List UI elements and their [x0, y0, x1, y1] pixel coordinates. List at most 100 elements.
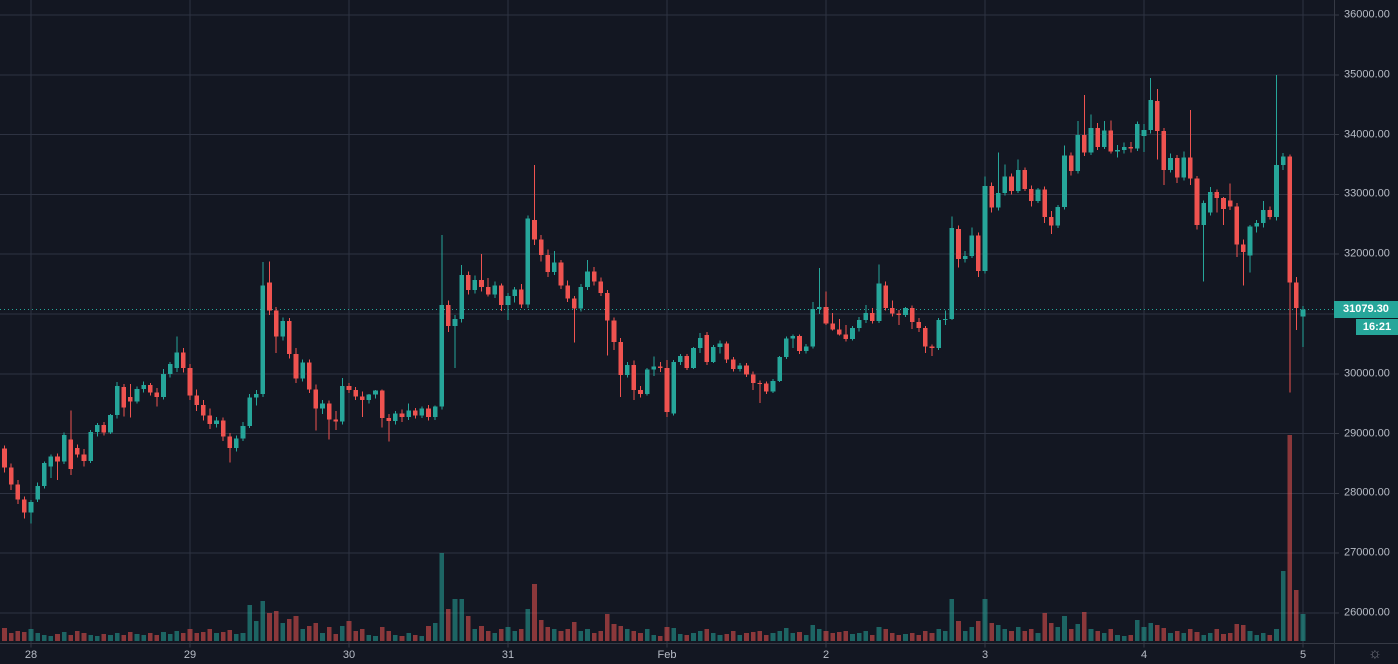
volume-bar: [465, 616, 471, 641]
price-tick-label: 30000.00: [1344, 367, 1390, 380]
candle-body: [28, 501, 34, 513]
last-price-label: 31079.30: [1334, 300, 1398, 318]
volume-bar: [346, 621, 352, 641]
volume-bar: [783, 628, 789, 641]
candle-body: [1214, 192, 1220, 198]
candle-body: [797, 336, 802, 352]
volume-bar: [664, 627, 670, 641]
candle-body: [267, 282, 272, 311]
candle-body: [472, 279, 478, 291]
candle-body: [134, 388, 140, 402]
candle-body: [896, 313, 902, 316]
volume-bar: [366, 635, 372, 641]
volume-bar: [790, 633, 796, 641]
candle-body: [744, 365, 749, 375]
candle-body: [293, 354, 299, 379]
candle-body: [929, 346, 935, 349]
volume-bar: [744, 633, 749, 641]
volume-bar: [1029, 629, 1034, 641]
candle-body: [15, 484, 21, 500]
candle-body: [916, 321, 922, 328]
candle-body: [545, 254, 551, 273]
volume-bar: [300, 629, 305, 641]
volume-bar: [949, 599, 955, 641]
candle-body: [492, 285, 498, 295]
volume-bar: [1300, 614, 1306, 641]
scale-settings-icon[interactable]: ☼: [1368, 645, 1382, 662]
candle-body: [976, 235, 981, 271]
candle-body: [1082, 135, 1087, 153]
candle-body: [512, 289, 517, 297]
candle-body: [1207, 192, 1213, 213]
volume-bar: [55, 634, 60, 641]
candle-body: [730, 359, 736, 370]
volume-bar: [889, 633, 895, 641]
candle-body: [379, 390, 385, 419]
volume-bar: [1201, 635, 1206, 641]
candle-body: [1254, 223, 1259, 227]
candle-body: [1121, 147, 1127, 151]
volume-bar: [956, 621, 961, 641]
candle-body: [717, 343, 723, 347]
volume-bar: [446, 609, 451, 641]
candle-body: [909, 308, 915, 322]
candle-body: [783, 338, 789, 358]
volume-bar: [128, 632, 133, 641]
candle-body: [147, 385, 153, 393]
volume-bar: [697, 631, 703, 641]
volume-bar: [830, 633, 835, 641]
volume-bar: [373, 636, 378, 641]
volume-bar: [379, 627, 385, 641]
volume-bar: [1115, 635, 1120, 641]
volume-bar: [8, 633, 14, 641]
volume-bar: [306, 626, 312, 641]
candle-body: [452, 318, 458, 326]
candle-body: [55, 456, 60, 462]
volume-bar: [989, 623, 994, 641]
candle-body: [677, 355, 683, 362]
candle-body: [1221, 197, 1226, 209]
volume-bar: [247, 605, 252, 641]
volume-bar: [41, 635, 47, 641]
volume-bar: [883, 629, 888, 641]
candle-body: [1174, 157, 1180, 178]
volume-bar: [558, 631, 564, 641]
volume-bar: [15, 631, 21, 641]
volume-bar: [1188, 629, 1193, 641]
candle-body: [1154, 101, 1160, 132]
price-tick-label: 27000.00: [1344, 546, 1390, 559]
volume-bar: [1274, 629, 1279, 641]
time-tick-label: 5: [1299, 649, 1307, 661]
candle-body: [956, 229, 961, 259]
volume-bar: [386, 631, 392, 641]
volume-bar: [598, 631, 604, 641]
candle-body: [1260, 209, 1266, 224]
candle-body: [697, 337, 703, 349]
time-tick-label: 2: [822, 649, 830, 661]
candle-body: [836, 329, 842, 335]
volume-bar: [406, 633, 411, 641]
volume-bar: [181, 633, 186, 641]
volume-bar: [611, 624, 617, 641]
candle-body: [260, 285, 266, 395]
candle-body: [1068, 155, 1074, 172]
volume-bar: [1002, 629, 1008, 641]
candle-body: [499, 285, 504, 306]
price-tick-label: 36000.00: [1344, 8, 1390, 21]
candle-body: [75, 447, 80, 455]
candle-body: [624, 364, 630, 375]
candle-body: [525, 218, 531, 305]
candle-body: [214, 420, 219, 425]
candle-body: [333, 419, 339, 422]
candle-body: [704, 334, 710, 362]
candle-body: [671, 361, 676, 414]
volume-bar: [134, 634, 140, 641]
volume-bar: [1042, 613, 1047, 641]
volume-bar: [565, 629, 570, 641]
volume-bar: [240, 633, 246, 641]
candle-body: [253, 394, 259, 398]
volume-bar: [1260, 633, 1266, 641]
volume-bar: [273, 611, 279, 641]
volume-bar: [1048, 623, 1054, 641]
